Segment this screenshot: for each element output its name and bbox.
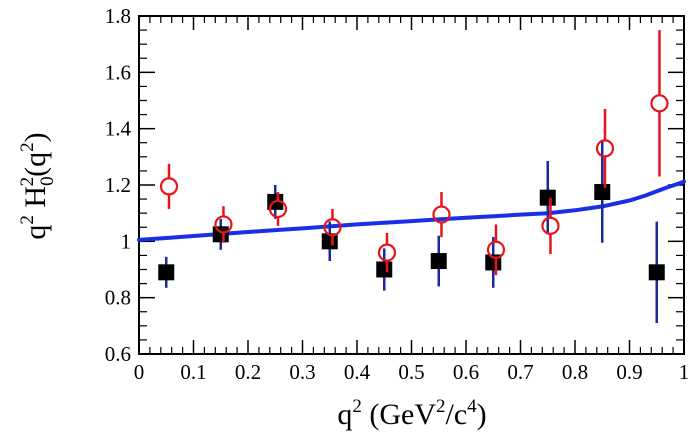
y-tick-label: 1.2 [105, 173, 131, 197]
x-tick-label: 0.7 [507, 360, 533, 384]
circle-point [650, 94, 669, 113]
series-square [158, 141, 665, 324]
circle-point [323, 218, 342, 237]
y-tick-label: 1.8 [105, 4, 131, 28]
y-tick-label: 1.4 [105, 117, 132, 141]
circle-point [595, 139, 615, 158]
square-point [539, 189, 556, 206]
y-tick-label: 0.8 [105, 286, 131, 310]
square-point [594, 184, 611, 201]
circle-point [541, 216, 560, 235]
circle-point [268, 199, 288, 219]
axis-tick-labels: 0 0.1 0.2 0.3 0.4 0.5 0.6 0.7 0.8 0.9 1 0.6 0.8 1 1.2 1… [105, 4, 690, 384]
square-point [648, 264, 665, 281]
square-point [321, 233, 338, 250]
circle-point [159, 177, 179, 196]
square-point [158, 264, 175, 281]
model-curve-line [137, 179, 686, 242]
y-axis-title: q2 H02(q2) [17, 132, 58, 239]
circle-point [486, 240, 506, 259]
y-tick-label: 1 [121, 229, 132, 253]
circle-point [214, 215, 233, 234]
y-tick-label: 0.6 [105, 342, 131, 366]
x-tick-label: 0.2 [235, 360, 261, 384]
x-tick-label: 1 [679, 360, 690, 384]
circle-point [377, 243, 397, 262]
circle-point [432, 205, 451, 224]
x-tick-label: 0.4 [344, 360, 371, 384]
series-layer [158, 30, 669, 324]
x-tick-label: 0.9 [616, 360, 642, 384]
curve-layer [137, 179, 686, 242]
x-tick-label: 0.5 [398, 360, 424, 384]
x-tick-label: 0.6 [453, 360, 479, 384]
x-tick-label: 0.8 [562, 360, 588, 384]
square-point [212, 226, 229, 243]
x-tick-label: 0.1 [180, 360, 206, 384]
x-tick-label: 0 [134, 360, 145, 384]
series-circle [159, 30, 669, 276]
x-tick-label: 0.3 [289, 360, 315, 384]
y-tick-label: 1.6 [105, 60, 131, 84]
square-point [376, 261, 393, 278]
x-axis-title: q2 (GeV2/c4) [337, 396, 486, 431]
square-point [430, 253, 447, 270]
axis-ticks [138, 15, 685, 355]
